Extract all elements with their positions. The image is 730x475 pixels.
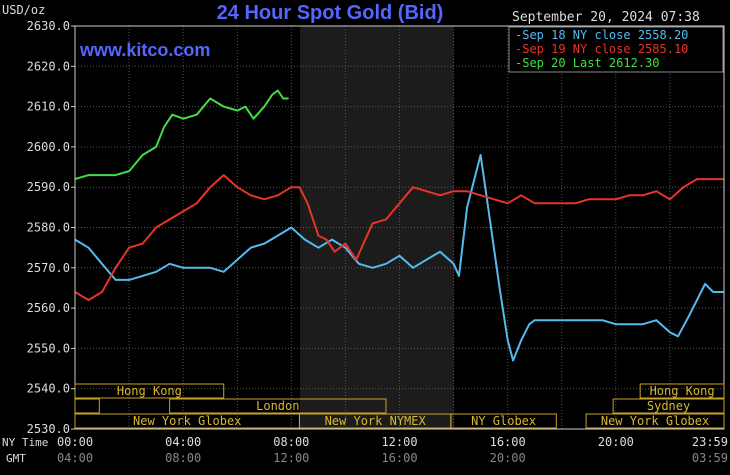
- series-line-1: [74, 154, 724, 362]
- shaded-session-region: [299, 26, 454, 429]
- y-tick-label: 2590.0: [27, 180, 70, 194]
- session-bar: [612, 398, 725, 414]
- legend-entry: -Sep 19 NY close 2585.10: [515, 42, 688, 56]
- session-bar: [169, 398, 387, 414]
- y-tick-label: 2580.0: [27, 221, 70, 235]
- session-label: NY Globex: [471, 414, 536, 428]
- site-watermark: www.kitco.com: [79, 40, 210, 60]
- x-tick-label-ny: 20:00: [598, 435, 634, 449]
- session-bar: [74, 398, 100, 414]
- session-label: New York Globex: [133, 414, 241, 428]
- y-tick-label: 2630.0: [27, 19, 70, 33]
- legend-entry: -Sep 20 Last 2612.30: [515, 56, 660, 70]
- series-line-3: [74, 89, 289, 181]
- x-tick-label-gmt: 16:00: [381, 451, 417, 465]
- unit-label: USD/oz: [2, 3, 45, 17]
- y-axis: 2630.0 2620.0 2610.0 2600.0 2590.0 2580.0 2570…: [27, 19, 75, 436]
- x-tick-label-gmt: 20:00: [490, 451, 526, 465]
- session-label: Sydney: [647, 399, 690, 413]
- x-row-label-gmt: GMT: [6, 452, 26, 465]
- x-tick-label-ny: 00:00: [57, 435, 93, 449]
- shaded-region-layer: [299, 26, 454, 429]
- session-bar: [450, 413, 557, 429]
- series-layer: [74, 89, 724, 362]
- legend-box: [508, 26, 724, 73]
- legend-entry: -Sep 18 NY close 2558.20: [515, 28, 688, 42]
- y-tick-label: 2600.0: [27, 140, 70, 154]
- x-tick-label-gmt: 08:00: [165, 451, 201, 465]
- x-tick-label-ny: 23:59: [692, 435, 728, 449]
- x-tick-label-gmt: 04:00: [57, 451, 93, 465]
- session-label: London: [256, 399, 299, 413]
- session-label: New York Globex: [601, 414, 709, 428]
- y-tick-label: 2550.0: [27, 341, 70, 355]
- legend: -Sep 18 NY close 2558.20-Sep 19 NY close…: [508, 26, 724, 73]
- chart-title: 24 Hour Spot Gold (Bid): [217, 2, 444, 24]
- x-tick-label-gmt: 03:59: [692, 451, 728, 465]
- y-tick-label: 2610.0: [27, 100, 70, 114]
- x-tick-label-ny: 04:00: [165, 435, 201, 449]
- session-bar: [585, 413, 725, 429]
- x-tick-label-ny: 16:00: [490, 435, 526, 449]
- x-axis: 00:00 04:00 08:00 12:00 16:00 20:00 23:59 04:00…: [57, 435, 728, 465]
- session-label: Hong Kong: [117, 384, 182, 398]
- session-label: Hong Kong: [650, 384, 715, 398]
- y-tick-label: 2530.0: [27, 422, 70, 436]
- series-line-2: [74, 174, 724, 301]
- y-tick-label: 2560.0: [27, 301, 70, 315]
- x-row-label-ny: NY Time: [2, 436, 48, 449]
- session-label: New York NYMEX: [325, 414, 427, 428]
- session-bar: [639, 383, 725, 399]
- x-tick-label-ny: 08:00: [273, 435, 309, 449]
- y-tick-label: 2620.0: [27, 59, 70, 73]
- session-bar: [74, 383, 225, 399]
- y-tick-label: 2570.0: [27, 261, 70, 275]
- x-tick-label-gmt: 12:00: [273, 451, 309, 465]
- y-tick-label: 2540.0: [27, 382, 70, 396]
- timestamp: September 20, 2024 07:38: [512, 10, 700, 25]
- x-tick-label-ny: 12:00: [381, 435, 417, 449]
